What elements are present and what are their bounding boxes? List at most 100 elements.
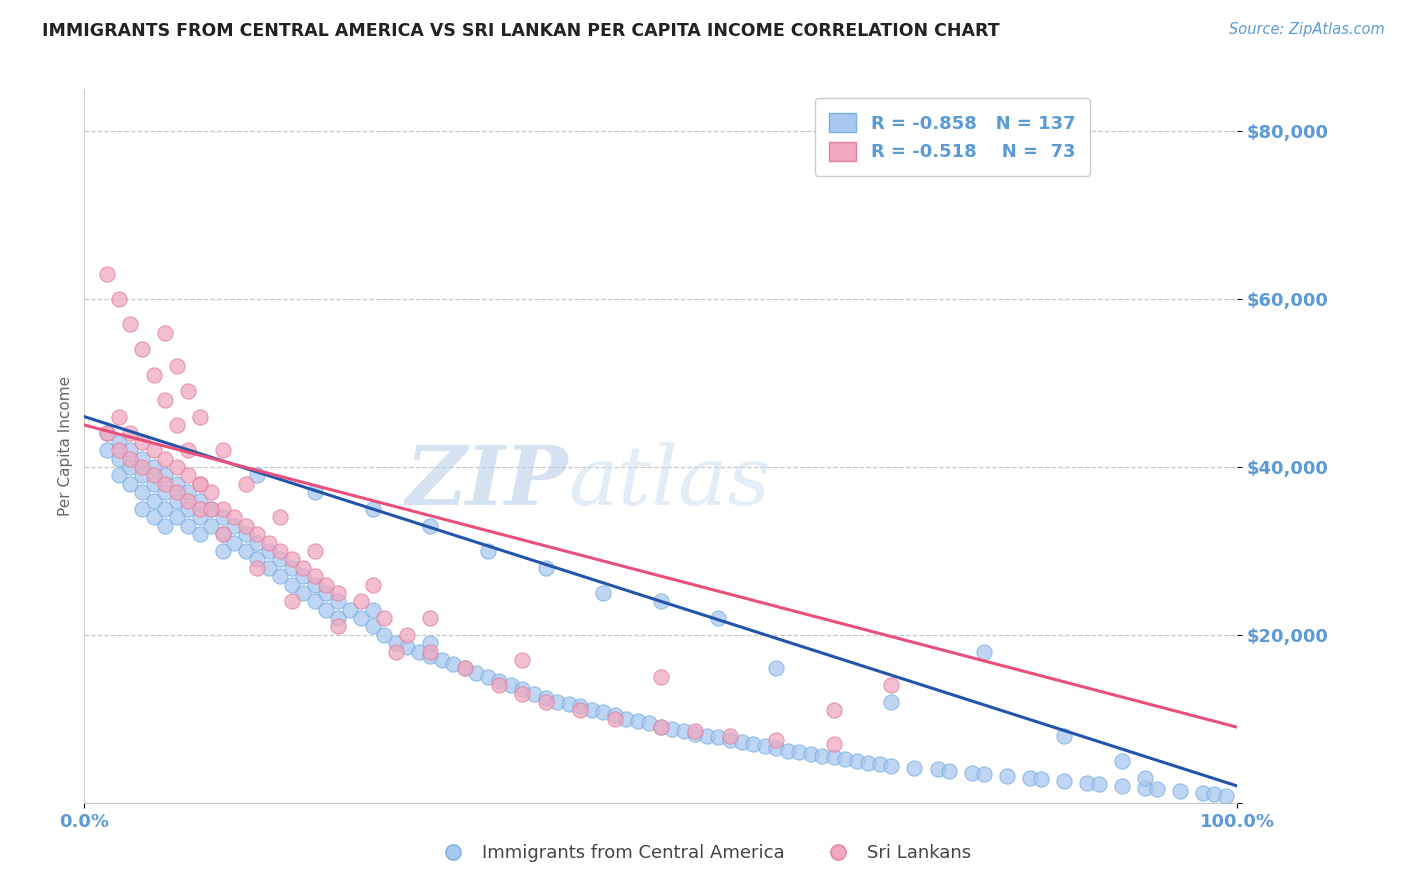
Point xyxy=(823,737,845,751)
Point xyxy=(927,762,949,776)
Point xyxy=(304,485,326,500)
Point xyxy=(142,443,165,458)
Point xyxy=(166,476,188,491)
Point xyxy=(441,657,464,672)
Point xyxy=(224,518,246,533)
Point xyxy=(765,732,787,747)
Point xyxy=(707,731,730,745)
Point xyxy=(696,729,718,743)
Point xyxy=(396,628,419,642)
Point xyxy=(188,493,211,508)
Point xyxy=(672,724,695,739)
Point xyxy=(153,518,176,533)
Point xyxy=(269,544,291,558)
Point xyxy=(153,451,176,466)
Point xyxy=(304,577,326,591)
Point xyxy=(120,476,142,491)
Point xyxy=(1053,729,1076,743)
Point xyxy=(858,756,880,770)
Point xyxy=(350,594,373,608)
Point xyxy=(131,343,153,357)
Point xyxy=(108,468,131,483)
Point xyxy=(108,409,131,424)
Point xyxy=(96,426,118,441)
Point xyxy=(534,695,557,709)
Point xyxy=(396,640,419,655)
Point xyxy=(142,476,165,491)
Point xyxy=(131,485,153,500)
Point xyxy=(880,695,903,709)
Point xyxy=(120,460,142,475)
Point xyxy=(557,697,579,711)
Point xyxy=(488,678,510,692)
Point xyxy=(108,451,131,466)
Point xyxy=(177,518,200,533)
Point xyxy=(315,577,337,591)
Point xyxy=(650,720,672,734)
Point xyxy=(326,586,349,600)
Point xyxy=(281,552,304,566)
Point xyxy=(188,502,211,516)
Point xyxy=(603,707,626,722)
Point xyxy=(730,735,752,749)
Point xyxy=(257,535,280,549)
Point xyxy=(304,569,326,583)
Point xyxy=(211,527,233,541)
Point xyxy=(523,687,546,701)
Point xyxy=(211,443,233,458)
Point xyxy=(650,670,672,684)
Point xyxy=(718,732,741,747)
Point xyxy=(131,460,153,475)
Point xyxy=(269,552,291,566)
Point xyxy=(361,502,384,516)
Point xyxy=(281,577,304,591)
Point xyxy=(1088,777,1111,791)
Point xyxy=(108,443,131,458)
Point xyxy=(419,518,441,533)
Point xyxy=(246,552,269,566)
Point xyxy=(454,661,477,675)
Text: Source: ZipAtlas.com: Source: ZipAtlas.com xyxy=(1229,22,1385,37)
Point xyxy=(1204,788,1226,802)
Point xyxy=(1215,789,1237,803)
Point xyxy=(823,750,845,764)
Point xyxy=(650,720,672,734)
Point xyxy=(257,560,280,574)
Point xyxy=(96,267,118,281)
Point xyxy=(339,603,361,617)
Point xyxy=(361,603,384,617)
Point xyxy=(454,661,477,675)
Point xyxy=(292,569,315,583)
Point xyxy=(546,695,568,709)
Point xyxy=(581,703,603,717)
Point xyxy=(142,493,165,508)
Point xyxy=(973,767,995,781)
Point xyxy=(707,611,730,625)
Point xyxy=(281,560,304,574)
Point xyxy=(776,744,799,758)
Point xyxy=(188,527,211,541)
Point xyxy=(1168,784,1191,798)
Point xyxy=(200,518,222,533)
Point xyxy=(211,502,233,516)
Point xyxy=(211,544,233,558)
Point xyxy=(800,747,823,761)
Y-axis label: Per Capita Income: Per Capita Income xyxy=(58,376,73,516)
Point xyxy=(200,485,222,500)
Point xyxy=(315,586,337,600)
Point xyxy=(419,648,441,663)
Point xyxy=(188,476,211,491)
Point xyxy=(292,560,315,574)
Point xyxy=(166,485,188,500)
Point xyxy=(304,544,326,558)
Point xyxy=(845,754,868,768)
Point xyxy=(131,451,153,466)
Point xyxy=(166,510,188,524)
Point xyxy=(650,594,672,608)
Point xyxy=(765,741,787,756)
Point xyxy=(569,703,592,717)
Point xyxy=(96,443,118,458)
Point xyxy=(512,687,534,701)
Point xyxy=(834,752,856,766)
Point xyxy=(166,460,188,475)
